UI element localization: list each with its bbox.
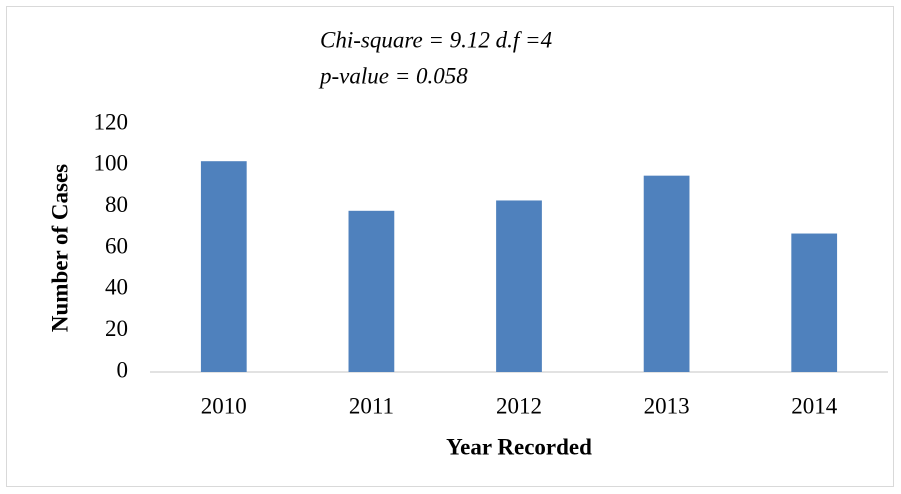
bar [791, 233, 838, 372]
annotation: Chi-square = 9.12 d.f =4 [320, 27, 552, 52]
x-axis-title: Year Recorded [446, 434, 592, 459]
bar [643, 175, 690, 372]
y-tick-label: 120 [94, 109, 129, 134]
y-tick-label: 40 [105, 275, 128, 300]
x-tick-label: 2012 [496, 393, 542, 418]
annotation: p-value = 0.058 [318, 63, 468, 88]
bar [200, 161, 247, 372]
y-tick-label: 0 [117, 357, 129, 382]
chart-border [6, 6, 894, 487]
y-tick-label: 80 [105, 192, 128, 217]
y-axis-title: Number of Cases [47, 164, 72, 332]
bar [496, 200, 542, 372]
y-tick-label: 100 [94, 151, 129, 176]
x-tick-label: 2013 [644, 393, 690, 418]
x-tick-label: 2010 [201, 393, 247, 418]
y-tick-label: 20 [105, 316, 128, 341]
bar [348, 210, 395, 372]
y-tick-label: 60 [105, 233, 128, 258]
x-tick-label: 2014 [791, 393, 838, 418]
x-tick-label: 2011 [349, 393, 394, 418]
